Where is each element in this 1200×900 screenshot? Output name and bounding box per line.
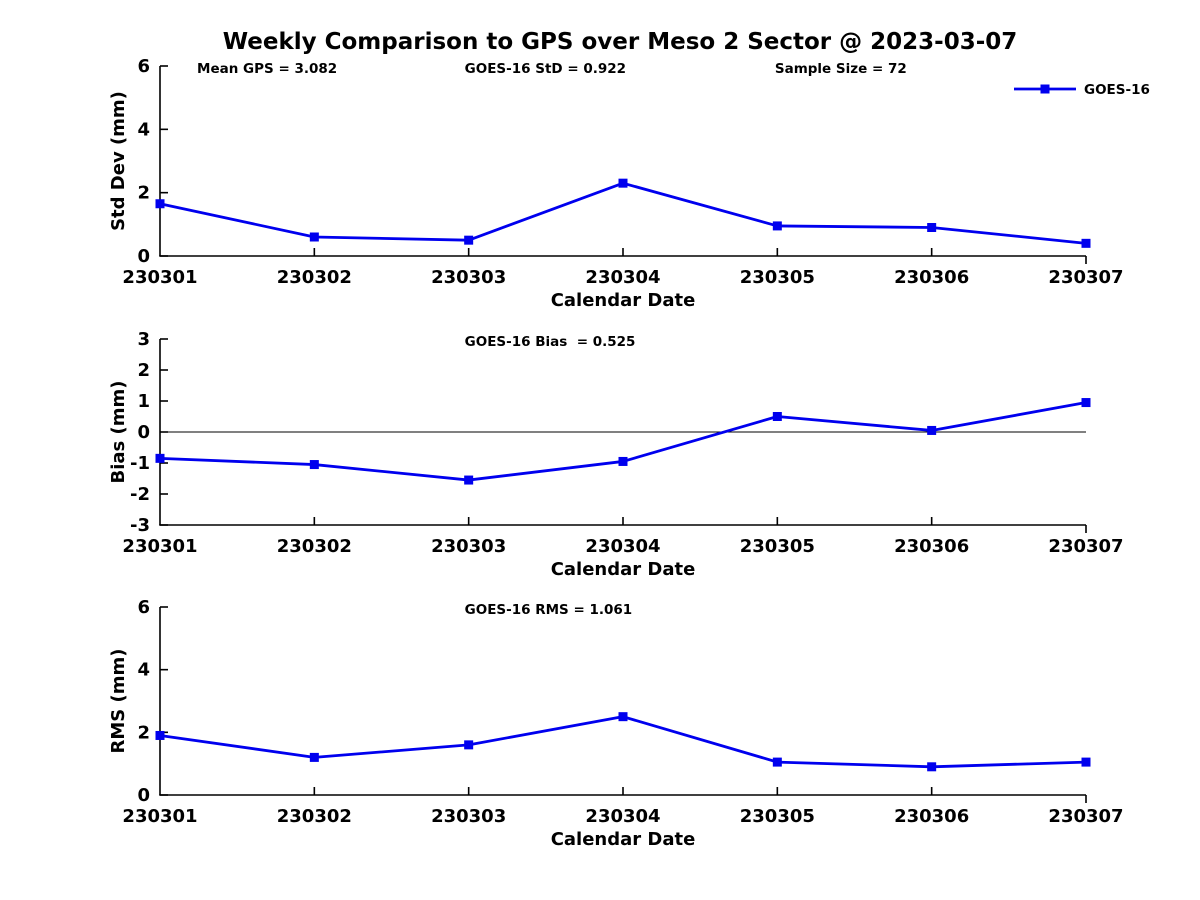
x-tick-label: 230304 [585, 806, 660, 827]
x-tick-label: 230307 [1048, 267, 1123, 288]
y-tick-label: 2 [137, 183, 150, 204]
y-tick-label: 4 [137, 119, 150, 140]
y-tick-label: 0 [137, 246, 150, 267]
y-tick-label: 6 [137, 597, 150, 618]
x-tick-label: 230305 [740, 267, 815, 288]
y-tick-label: 2 [137, 360, 150, 381]
data-point-marker [155, 730, 165, 740]
y-tick-label: -1 [130, 453, 150, 474]
x-tick-label: 230303 [431, 536, 506, 557]
data-point-marker [772, 221, 782, 231]
stat-annotation: Mean GPS = 3.082 [197, 61, 337, 77]
y-tick-label: 1 [137, 391, 150, 412]
x-tick-label: 230301 [122, 536, 197, 557]
data-point-marker [309, 232, 319, 242]
y-tick-label: 3 [137, 329, 150, 350]
data-point-marker [309, 460, 319, 470]
data-point-marker [618, 178, 628, 188]
data-point-marker [618, 456, 628, 466]
legend-marker [1040, 84, 1050, 94]
x-tick-label: 230303 [431, 806, 506, 827]
y-axis-label: Std Dev (mm) [108, 91, 129, 231]
data-point-marker [927, 762, 937, 772]
y-tick-label: 0 [137, 785, 150, 806]
stat-annotation: Sample Size = 72 [775, 61, 907, 77]
y-tick-label: 0 [137, 422, 150, 443]
std-dev-subplot: 0 2 4 6 230301 230302 230303 230304 230305 230306… [108, 56, 1150, 311]
series-line [159, 715, 1087, 769]
data-point-marker [618, 712, 628, 722]
data-point-marker [464, 475, 474, 485]
x-tick-label: 230307 [1048, 806, 1123, 827]
x-tick-label: 230302 [277, 806, 352, 827]
stat-annotation: GOES-16 Bias = 0.525 [465, 334, 636, 350]
series-line [159, 181, 1087, 245]
y-tick-label: 6 [137, 56, 150, 77]
x-axis-label: Calendar Date [551, 559, 696, 580]
data-point-marker [155, 453, 165, 463]
data-point-marker [927, 425, 937, 435]
stat-annotation: GOES-16 StD = 0.922 [465, 61, 626, 77]
data-point-marker [772, 757, 782, 767]
y-tick-label: 2 [137, 722, 150, 743]
x-tick-label: 230303 [431, 267, 506, 288]
y-tick-label: -2 [130, 484, 150, 505]
rms-subplot: 0 2 4 6 230301 230302 230303 230304 230305 230306… [108, 597, 1124, 850]
y-axis-label: Bias (mm) [108, 381, 129, 484]
series-line [159, 401, 1087, 482]
data-point-marker [1081, 398, 1091, 408]
x-tick-label: 230306 [894, 267, 969, 288]
x-axis-label: Calendar Date [551, 829, 696, 850]
figure-title: Weekly Comparison to GPS over Meso 2 Sec… [222, 29, 1018, 55]
legend: GOES-16 [1014, 82, 1150, 98]
x-tick-label: 230304 [585, 536, 660, 557]
data-point-marker [1081, 757, 1091, 767]
data-point-marker [1081, 238, 1091, 248]
x-tick-label: 230305 [740, 806, 815, 827]
x-tick-label: 230301 [122, 267, 197, 288]
y-tick-label: 4 [137, 660, 150, 681]
bias-subplot: -3 -2 -1 0 1 2 3 230301 230302 230303 230304 230305… [108, 329, 1124, 580]
x-tick-label: 230306 [894, 536, 969, 557]
y-tick-label: -3 [130, 515, 150, 536]
x-tick-label: 230301 [122, 806, 197, 827]
x-tick-label: 230304 [585, 267, 660, 288]
data-point-marker [464, 740, 474, 750]
x-tick-label: 230305 [740, 536, 815, 557]
x-axis-label: Calendar Date [551, 290, 696, 311]
data-point-marker [309, 752, 319, 762]
y-axis-label: RMS (mm) [108, 649, 129, 754]
data-point-marker [927, 223, 937, 232]
x-tick-label: 230302 [277, 536, 352, 557]
stat-annotation: GOES-16 RMS = 1.061 [465, 602, 633, 618]
x-tick-label: 230302 [277, 267, 352, 288]
x-tick-label: 230306 [894, 806, 969, 827]
data-point-marker [155, 199, 165, 209]
data-point-marker [464, 235, 474, 245]
data-point-marker [772, 412, 782, 421]
legend-label: GOES-16 [1084, 82, 1150, 98]
x-tick-label: 230307 [1048, 536, 1123, 557]
